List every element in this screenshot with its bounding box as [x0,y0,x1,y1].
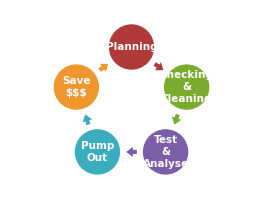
Text: Save
$$$: Save $$$ [62,76,90,98]
Circle shape [109,25,154,69]
Text: Pump
Out: Pump Out [81,141,114,163]
Text: Planning: Planning [106,42,157,52]
Circle shape [165,65,209,109]
Text: Test
&
Analyse: Test & Analyse [143,135,189,169]
Text: Checking
&
Cleaning: Checking & Cleaning [160,70,214,104]
Circle shape [144,130,188,174]
Circle shape [75,130,119,174]
Circle shape [54,65,98,109]
